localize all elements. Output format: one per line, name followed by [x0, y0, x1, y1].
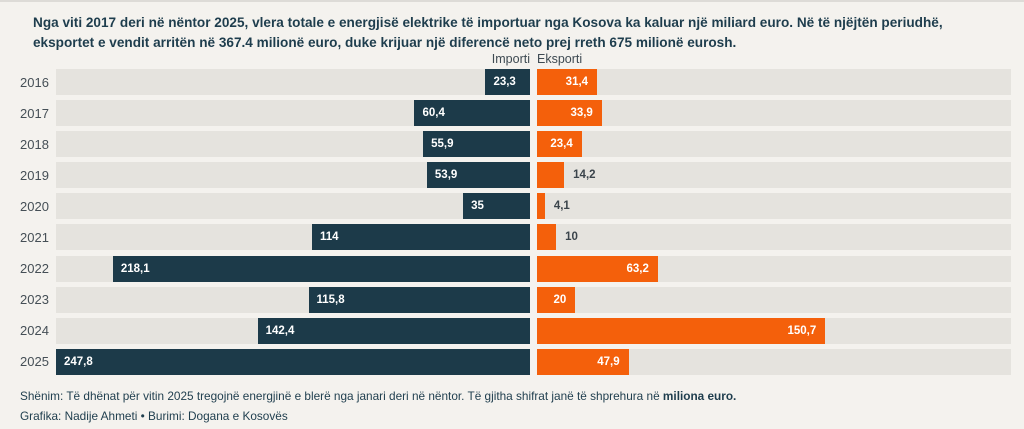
- column-headers: Importi Eksporti: [0, 52, 1024, 67]
- chart-row: 2020 35 4,1: [0, 193, 1024, 220]
- export-bar: 150,7: [537, 317, 826, 344]
- export-track: 47,9: [537, 348, 1011, 375]
- import-value-label: 23,3: [493, 76, 516, 88]
- import-value-label: 142,4: [265, 324, 295, 337]
- export-value-label: 63,2: [626, 262, 649, 275]
- export-bar: [537, 224, 557, 251]
- chart-title: Nga viti 2017 deri në nëntor 2025, vlera…: [33, 15, 943, 50]
- chart-row: 2023 115,8 20: [0, 286, 1024, 313]
- import-bar: 60,4: [414, 100, 530, 127]
- import-track: 142,4: [56, 317, 530, 344]
- export-bar: 63,2: [537, 255, 658, 282]
- export-track: 4,1: [537, 193, 1011, 220]
- chart-row: 2016 23,3 31,4: [0, 69, 1024, 95]
- export-column-header: Eksporti: [537, 52, 583, 66]
- diverging-bar-chart: 2016 23,3 31,4 2017 60,4 33,9 2018 55,9 23,4 2019…: [0, 69, 1024, 380]
- import-bar: 247,8: [56, 348, 530, 375]
- export-track: 10: [537, 224, 1011, 251]
- chart-row: 2018 55,9 23,4: [0, 131, 1024, 158]
- chart-row: 2022 218,1 63,2: [0, 255, 1024, 282]
- import-track: 55,9: [56, 131, 530, 158]
- year-label: 2020: [20, 198, 49, 214]
- export-track: 14,2: [537, 162, 1011, 189]
- import-bar: 114: [311, 224, 530, 251]
- import-track: 218,1: [56, 255, 530, 282]
- footnote-bold-text: miliona euro.: [662, 389, 737, 403]
- export-track: 150,7: [537, 317, 1011, 344]
- year-label: 2022: [20, 261, 49, 277]
- year-label: 2018: [20, 136, 49, 152]
- year-label: 2024: [20, 323, 49, 339]
- export-bar: 47,9: [537, 348, 629, 375]
- import-bar: 53,9: [426, 162, 530, 189]
- export-value-label: 47,9: [597, 355, 620, 368]
- chart-row: 2021 114 10: [0, 224, 1024, 251]
- export-value-label: 150,7: [787, 324, 817, 337]
- export-track: 33,9: [537, 100, 1011, 127]
- import-value-label: 115,8: [316, 293, 345, 306]
- export-value-label: 23,4: [550, 138, 573, 151]
- import-bar: 115,8: [308, 286, 530, 313]
- chart-row: 2019 53,9 14,2: [0, 162, 1024, 189]
- export-value-label: 33,9: [570, 107, 593, 120]
- import-value-label: 55,9: [431, 138, 454, 151]
- export-bar: 20: [537, 286, 576, 313]
- import-value-label: 35: [471, 200, 484, 213]
- chart-row: 2024 142,4 150,7: [0, 317, 1024, 344]
- export-bar: 23,4: [537, 131, 582, 158]
- export-value-label: 31,4: [565, 76, 589, 88]
- year-label: 2019: [20, 167, 49, 183]
- export-track: 23,4: [537, 131, 1011, 158]
- import-track: 53,9: [56, 162, 530, 189]
- import-track: 114: [56, 224, 530, 251]
- import-track: 23,3: [56, 69, 530, 95]
- export-value-label: 14,2: [573, 169, 596, 182]
- export-value-label: 4,1: [553, 200, 570, 213]
- import-bar: 218,1: [112, 255, 530, 282]
- year-label: 2025: [20, 354, 49, 370]
- import-column-header: Importi: [491, 52, 530, 66]
- year-label: 2016: [20, 74, 49, 90]
- import-track: 115,8: [56, 286, 530, 313]
- export-bar: [537, 162, 565, 189]
- export-track: 63,2: [537, 255, 1011, 282]
- export-bar: [537, 193, 545, 220]
- export-track: 31,4: [537, 69, 1011, 95]
- export-bar: 33,9: [537, 100, 602, 127]
- import-bar: 35: [463, 193, 530, 220]
- import-track: 35: [56, 193, 530, 220]
- footnote: Shënim: Të dhënat për vitin 2025 tregojn…: [20, 389, 1010, 403]
- year-label: 2017: [20, 105, 49, 121]
- year-label: 2021: [20, 229, 49, 245]
- footnote-text: Shënim: Të dhënat për vitin 2025 tregojn…: [20, 389, 663, 403]
- import-value-label: 114: [319, 231, 339, 244]
- chart-row: 2017 60,4 33,9: [0, 100, 1024, 127]
- import-track: 60,4: [56, 100, 530, 127]
- export-value-label: 20: [553, 293, 567, 306]
- import-track: 247,8: [56, 348, 530, 375]
- import-bar: 23,3: [485, 69, 530, 95]
- import-value-label: 60,4: [422, 107, 445, 120]
- import-value-label: 218,1: [120, 262, 150, 275]
- import-value-label: 53,9: [434, 169, 458, 182]
- import-bar: 55,9: [423, 131, 530, 158]
- export-value-label: 10: [565, 231, 578, 244]
- export-track: 20: [537, 286, 1011, 313]
- export-bar: 31,4: [537, 69, 598, 95]
- import-bar: 142,4: [257, 317, 530, 344]
- credits-line: Grafika: Nadije Ahmeti • Burimi: Dogana …: [20, 409, 288, 423]
- import-value-label: 247,8: [64, 355, 93, 368]
- chart-row: 2025 247,8 47,9: [0, 348, 1024, 375]
- year-label: 2023: [20, 292, 49, 308]
